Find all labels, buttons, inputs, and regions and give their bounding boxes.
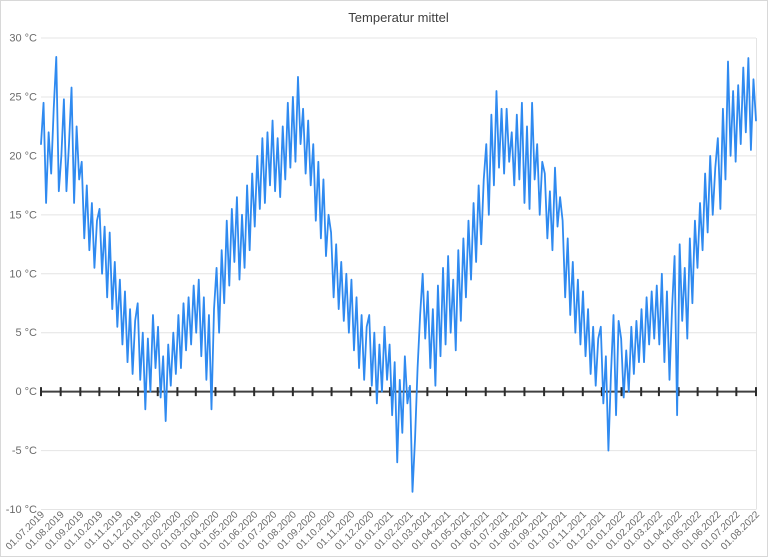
y-axis-label: 25 °C [9, 91, 37, 103]
y-axis-label: -5 °C [12, 445, 37, 457]
y-axis-label: 30 °C [9, 33, 37, 45]
y-axis-label: 10 °C [9, 268, 37, 280]
y-axis-label: -10 °C [6, 504, 37, 516]
series-line-temperatur-mittel[interactable] [40, 55, 757, 493]
y-axis-label: 0 °C [15, 386, 37, 398]
y-axis-label: 20 °C [9, 150, 37, 162]
y-axis-label: 15 °C [9, 209, 37, 221]
y-axis-label: 5 °C [15, 327, 37, 339]
chart-title: Temperatur mittel [348, 10, 449, 25]
